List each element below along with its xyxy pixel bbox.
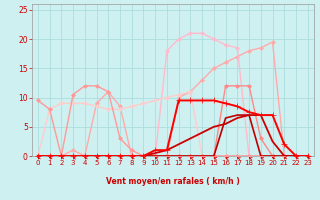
X-axis label: Vent moyen/en rafales ( km/h ): Vent moyen/en rafales ( km/h )	[106, 177, 240, 186]
